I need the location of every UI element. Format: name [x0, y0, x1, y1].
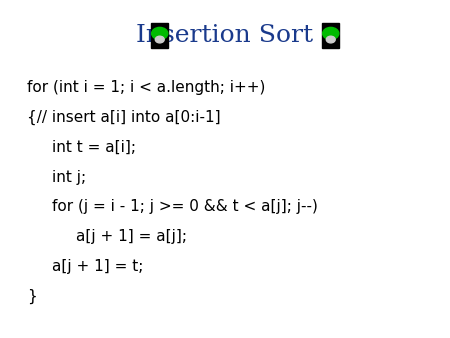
- Text: for (int i = 1; i < a.length; i++): for (int i = 1; i < a.length; i++): [27, 80, 266, 95]
- Text: a[j + 1] = a[j];: a[j + 1] = a[j];: [76, 229, 188, 244]
- Circle shape: [326, 36, 335, 43]
- FancyBboxPatch shape: [322, 23, 339, 48]
- Text: {// insert a[i] into a[0:i-1]: {// insert a[i] into a[0:i-1]: [27, 110, 220, 125]
- Text: a[j + 1] = t;: a[j + 1] = t;: [52, 259, 143, 274]
- Text: int j;: int j;: [52, 170, 86, 185]
- Text: Insertion Sort: Insertion Sort: [136, 24, 314, 47]
- Circle shape: [152, 27, 168, 40]
- Text: }: }: [27, 289, 37, 304]
- FancyBboxPatch shape: [151, 23, 168, 48]
- Text: int t = a[i];: int t = a[i];: [52, 140, 136, 155]
- Text: for (j = i - 1; j >= 0 && t < a[j]; j--): for (j = i - 1; j >= 0 && t < a[j]; j--): [52, 199, 318, 214]
- Circle shape: [155, 36, 164, 43]
- Circle shape: [323, 27, 339, 40]
